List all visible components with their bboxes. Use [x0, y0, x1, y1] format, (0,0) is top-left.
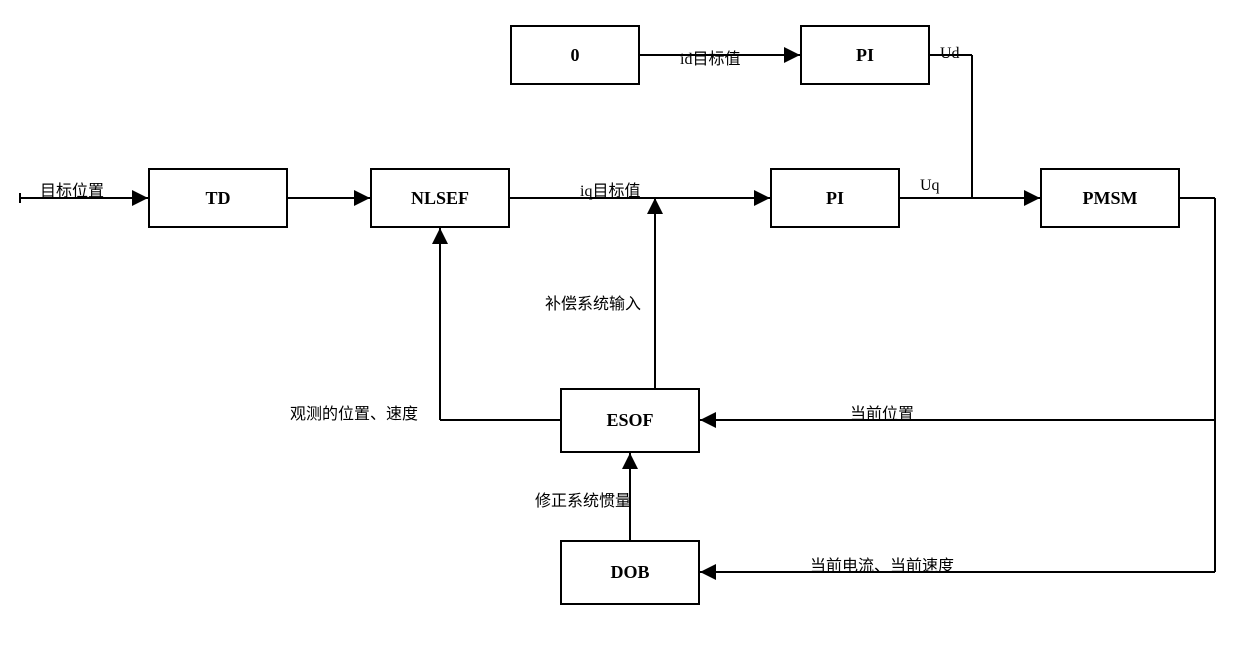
node-td-label: TD — [205, 188, 230, 209]
label-uq: Uq — [920, 177, 940, 195]
label-ud: Ud — [940, 45, 960, 63]
node-dob: DOB — [560, 540, 700, 605]
label-corr-inertia: 修正系统惯量 — [535, 487, 631, 511]
node-td: TD — [148, 168, 288, 228]
node-dob-label: DOB — [610, 562, 649, 583]
label-obs-pos-vel: 观测的位置、速度 — [290, 400, 418, 424]
label-cur-iv: 当前电流、当前速度 — [810, 552, 954, 576]
node-zero: 0 — [510, 25, 640, 85]
node-pi-q-label: PI — [826, 188, 844, 209]
node-pmsm: PMSM — [1040, 168, 1180, 228]
label-iq-target: iq目标值 — [580, 177, 640, 201]
node-pi-d-label: PI — [856, 45, 874, 66]
node-zero-label: 0 — [571, 45, 580, 66]
label-cur-pos: 当前位置 — [850, 400, 914, 424]
node-pi-d: PI — [800, 25, 930, 85]
node-nlsef-label: NLSEF — [411, 188, 469, 209]
node-nlsef: NLSEF — [370, 168, 510, 228]
node-esof-label: ESOF — [606, 410, 653, 431]
label-comp-input: 补偿系统输入 — [545, 290, 641, 314]
node-pmsm-label: PMSM — [1083, 188, 1138, 209]
node-esof: ESOF — [560, 388, 700, 453]
label-id-target: id目标值 — [680, 45, 740, 69]
label-target-pos: 目标位置 — [40, 177, 104, 201]
node-pi-q: PI — [770, 168, 900, 228]
